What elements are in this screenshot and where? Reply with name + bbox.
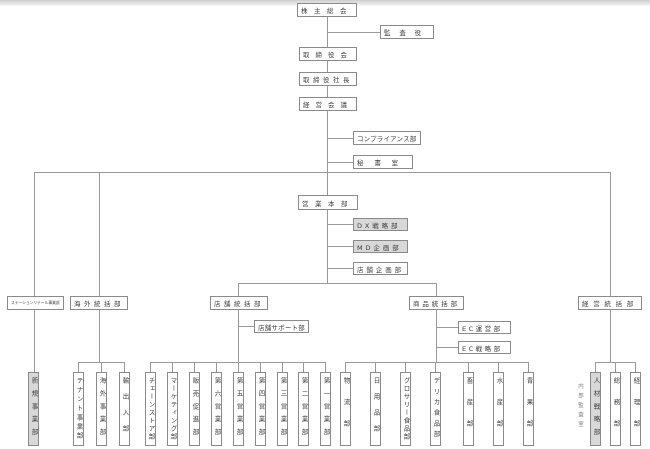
internal-audit-note: 内部監査室 (577, 383, 583, 431)
connector-line (327, 162, 353, 163)
connector-line (498, 362, 499, 372)
management-council-box: 経営会議 (299, 97, 357, 111)
sales-dept-5-box: 第五営業部 (233, 372, 244, 446)
sales-headquarters-box: 営業本部 (298, 195, 358, 210)
produce-dept-box: 青果部 (523, 372, 534, 446)
president-box: 取締役社長 (299, 72, 357, 86)
store-planning-dept-box: 店舗企画部 (353, 262, 408, 275)
store-support-dept-box: 店舗サポート部 (254, 320, 309, 333)
connector-line (528, 362, 529, 372)
dx-strategy-dept-box: DX戦略部 (353, 218, 408, 231)
connector-line (615, 362, 616, 372)
sales-dept-3-box: 第三営業部 (277, 372, 288, 446)
marketing-dept-box: マーケティング部 (167, 372, 178, 446)
sales-dept-6-box: 第六営業部 (211, 372, 222, 446)
seafood-dept-box: 水産部 (493, 372, 504, 446)
connector-line (238, 310, 239, 362)
secretary-office-box: 秘書室 (353, 155, 413, 169)
connector-line (327, 268, 353, 269)
daily-goods-dept-box: 日用品部 (370, 372, 381, 446)
connector-line (282, 362, 283, 372)
overseas-business-dept-box: 海外事業部 (96, 372, 107, 446)
connector-line (124, 362, 125, 372)
tenant-business-dept-box: テナント事業部 (73, 372, 84, 446)
chain-store-dept-box: チェーンストア部 (145, 372, 156, 446)
connector-line (303, 362, 304, 372)
grocery-food-dept-box: グロサリー食品部 (400, 372, 411, 446)
connector-line (327, 86, 328, 97)
connector-line (99, 310, 100, 362)
connector-line (635, 362, 636, 372)
connector-line (375, 362, 376, 372)
connector-line (327, 138, 353, 139)
sales-promotion-dept-box: 販売促進部 (189, 372, 200, 446)
logistics-dept-box: 物流部 (340, 372, 351, 446)
connector-line (435, 362, 436, 372)
ec-operations-dept-box: EC運営部 (458, 321, 511, 334)
accounting-dept-box: 経理部 (630, 372, 641, 446)
hr-strategy-dept-box: 人材戦略部 (590, 372, 601, 446)
connector-line (610, 172, 611, 296)
compliance-dept-box: コンプライアンス部 (353, 131, 421, 145)
connector-line (99, 172, 100, 296)
connector-line (436, 327, 458, 328)
connector-line (327, 111, 328, 195)
board-of-directors-box: 取締役会 (299, 47, 357, 61)
connector-line (238, 362, 239, 372)
connector-line (34, 310, 35, 372)
connector-line (327, 224, 353, 225)
station-retail-division-box: ステーションリテール事業部 (7, 296, 64, 310)
corporate-control-dept-box: 経営統括部 (578, 296, 642, 310)
connector-line (260, 362, 261, 372)
merchandise-control-dept-box: 商品統括部 (409, 296, 464, 310)
connector-line (436, 283, 437, 296)
md-planning-dept-box: MD企画部 (353, 240, 408, 253)
new-business-dept-box: 新規事業部 (28, 372, 39, 446)
meat-dept-box: 畜産部 (463, 372, 474, 446)
sales-dept-1-box: 第一営業部 (320, 372, 331, 446)
connector-line (345, 362, 529, 363)
connector-line (345, 362, 346, 372)
export-import-dept-box: 輸出入部 (119, 372, 130, 446)
sales-dept-2-box: 第二営業部 (298, 372, 309, 446)
connector-line (34, 172, 35, 296)
store-control-dept-box: 店舗統括部 (210, 296, 268, 310)
connector-line (172, 362, 173, 372)
connector-line (150, 362, 151, 372)
connector-line (610, 310, 611, 362)
ec-strategy-dept-box: EC戦略部 (458, 341, 511, 354)
general-affairs-dept-box: 総務部 (610, 372, 621, 446)
connector-line (436, 347, 458, 348)
connector-line (216, 362, 217, 372)
connector-line (238, 326, 254, 327)
connector-line (436, 310, 437, 362)
connector-line (468, 362, 469, 372)
deli-food-dept-box: デリカ食品部 (430, 372, 441, 446)
sales-dept-4-box: 第四営業部 (255, 372, 266, 446)
connector-line (238, 283, 436, 284)
connector-line (327, 32, 380, 33)
connector-line (327, 61, 328, 72)
shareholders-meeting-box: 株主総会 (297, 3, 357, 17)
connector-line (327, 246, 353, 247)
connector-line (34, 172, 611, 173)
connector-line (78, 362, 79, 372)
connector-line (101, 362, 102, 372)
connector-line (194, 362, 195, 372)
auditor-box: 監査役 (380, 25, 434, 39)
overseas-control-dept-box: 海外統括部 (70, 296, 128, 310)
connector-line (405, 362, 406, 372)
connector-line (325, 362, 326, 372)
connector-line (238, 283, 239, 296)
connector-line (595, 362, 596, 372)
